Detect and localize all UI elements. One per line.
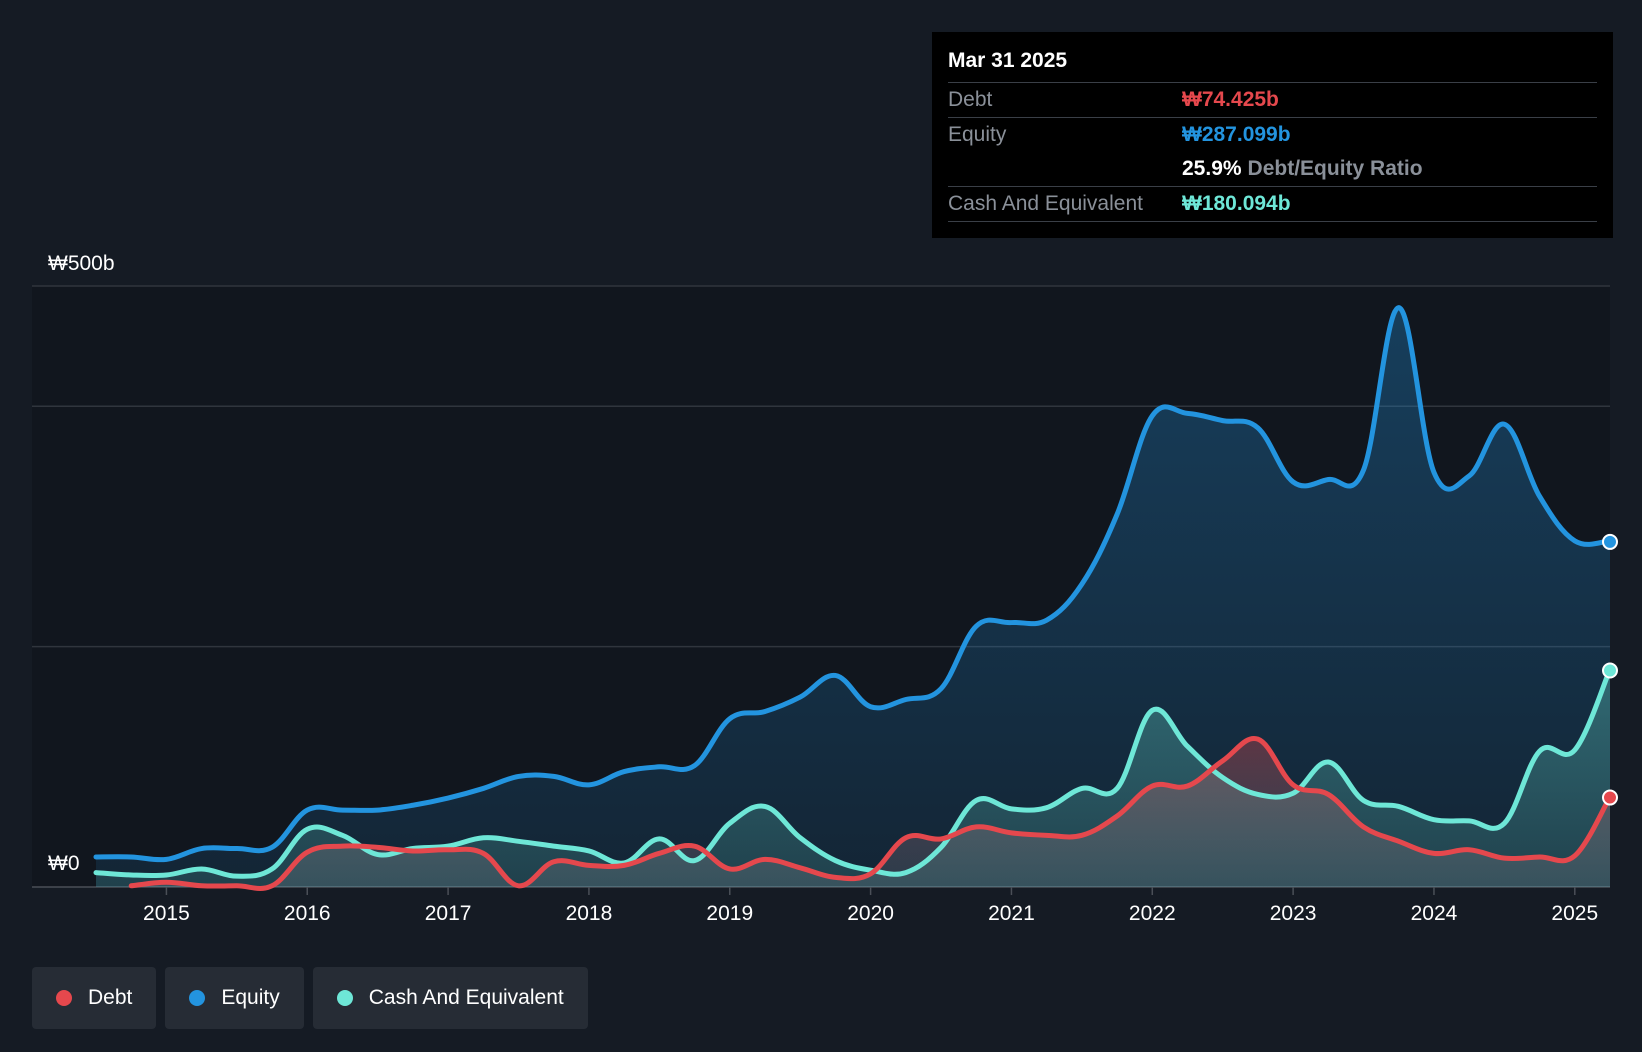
tooltip-date: Mar 31 2025 bbox=[948, 46, 1597, 83]
x-tick-label: 2017 bbox=[425, 902, 472, 925]
cash-line bbox=[93, 666, 1613, 879]
x-tick-label: 2023 bbox=[1270, 902, 1317, 925]
x-tick-label: 2025 bbox=[1551, 902, 1598, 925]
x-tick-label: 2015 bbox=[143, 902, 190, 925]
cash-dot-icon bbox=[336, 990, 353, 1006]
tooltip-cash-row: Cash And Equivalent ₩180.094b bbox=[948, 187, 1597, 222]
y-tick-label-max: ₩500b bbox=[48, 252, 115, 275]
legend-item-cash[interactable]: Cash And Equivalent bbox=[312, 967, 588, 1029]
tooltip-equity-value: ₩287.099b bbox=[1182, 123, 1291, 146]
tooltip-debt-row: Debt ₩74.425b bbox=[948, 83, 1597, 118]
x-tick-label: 2019 bbox=[706, 902, 753, 925]
cash-end-marker bbox=[1602, 662, 1618, 679]
equity-end-marker bbox=[1602, 533, 1618, 550]
chart-legend: Debt Equity Cash And Equivalent bbox=[32, 967, 588, 1029]
x-tick-label: 2016 bbox=[284, 902, 331, 925]
y-tick-label-zero: ₩0 bbox=[48, 852, 80, 875]
tooltip-equity-label: Equity bbox=[948, 123, 1007, 146]
tooltip-ratio-label: Debt/Equity Ratio bbox=[1247, 157, 1423, 180]
legend-cash-label: Cash And Equivalent bbox=[368, 986, 564, 1009]
x-tick-label: 2021 bbox=[988, 902, 1035, 925]
x-tick-label: 2020 bbox=[847, 902, 894, 925]
x-tick-label: 2024 bbox=[1411, 902, 1458, 925]
tooltip-cash-label: Cash And Equivalent bbox=[948, 192, 1143, 215]
tooltip-debt-label: Debt bbox=[948, 88, 993, 111]
x-tick-label: 2018 bbox=[566, 902, 613, 925]
debt-line bbox=[128, 736, 1613, 891]
tooltip-debt-value: ₩74.425b bbox=[1182, 88, 1279, 111]
legend-item-equity[interactable]: Equity bbox=[165, 967, 304, 1029]
debt-area bbox=[131, 738, 1610, 889]
legend-equity-label: Equity bbox=[221, 986, 280, 1009]
tooltip-ratio-row: 25.9% Debt/Equity Ratio bbox=[948, 152, 1597, 187]
legend-debt-label: Debt bbox=[88, 986, 133, 1009]
legend-item-debt[interactable]: Debt bbox=[32, 967, 157, 1029]
debt-dot-icon bbox=[56, 990, 72, 1006]
equity-dot-icon bbox=[189, 990, 206, 1006]
x-tick-label: 2022 bbox=[1129, 902, 1176, 925]
tooltip-ratio-value: 25.9% bbox=[1182, 157, 1242, 180]
tooltip-panel: Mar 31 2025 Debt ₩74.425b Equity ₩287.09… bbox=[932, 32, 1613, 238]
equity-area bbox=[96, 307, 1610, 887]
equity-line bbox=[93, 305, 1613, 863]
tooltip-equity-row: Equity ₩287.099b bbox=[948, 118, 1597, 152]
tooltip-cash-value: ₩180.094b bbox=[1182, 192, 1291, 215]
debt-end-marker bbox=[1602, 789, 1618, 806]
